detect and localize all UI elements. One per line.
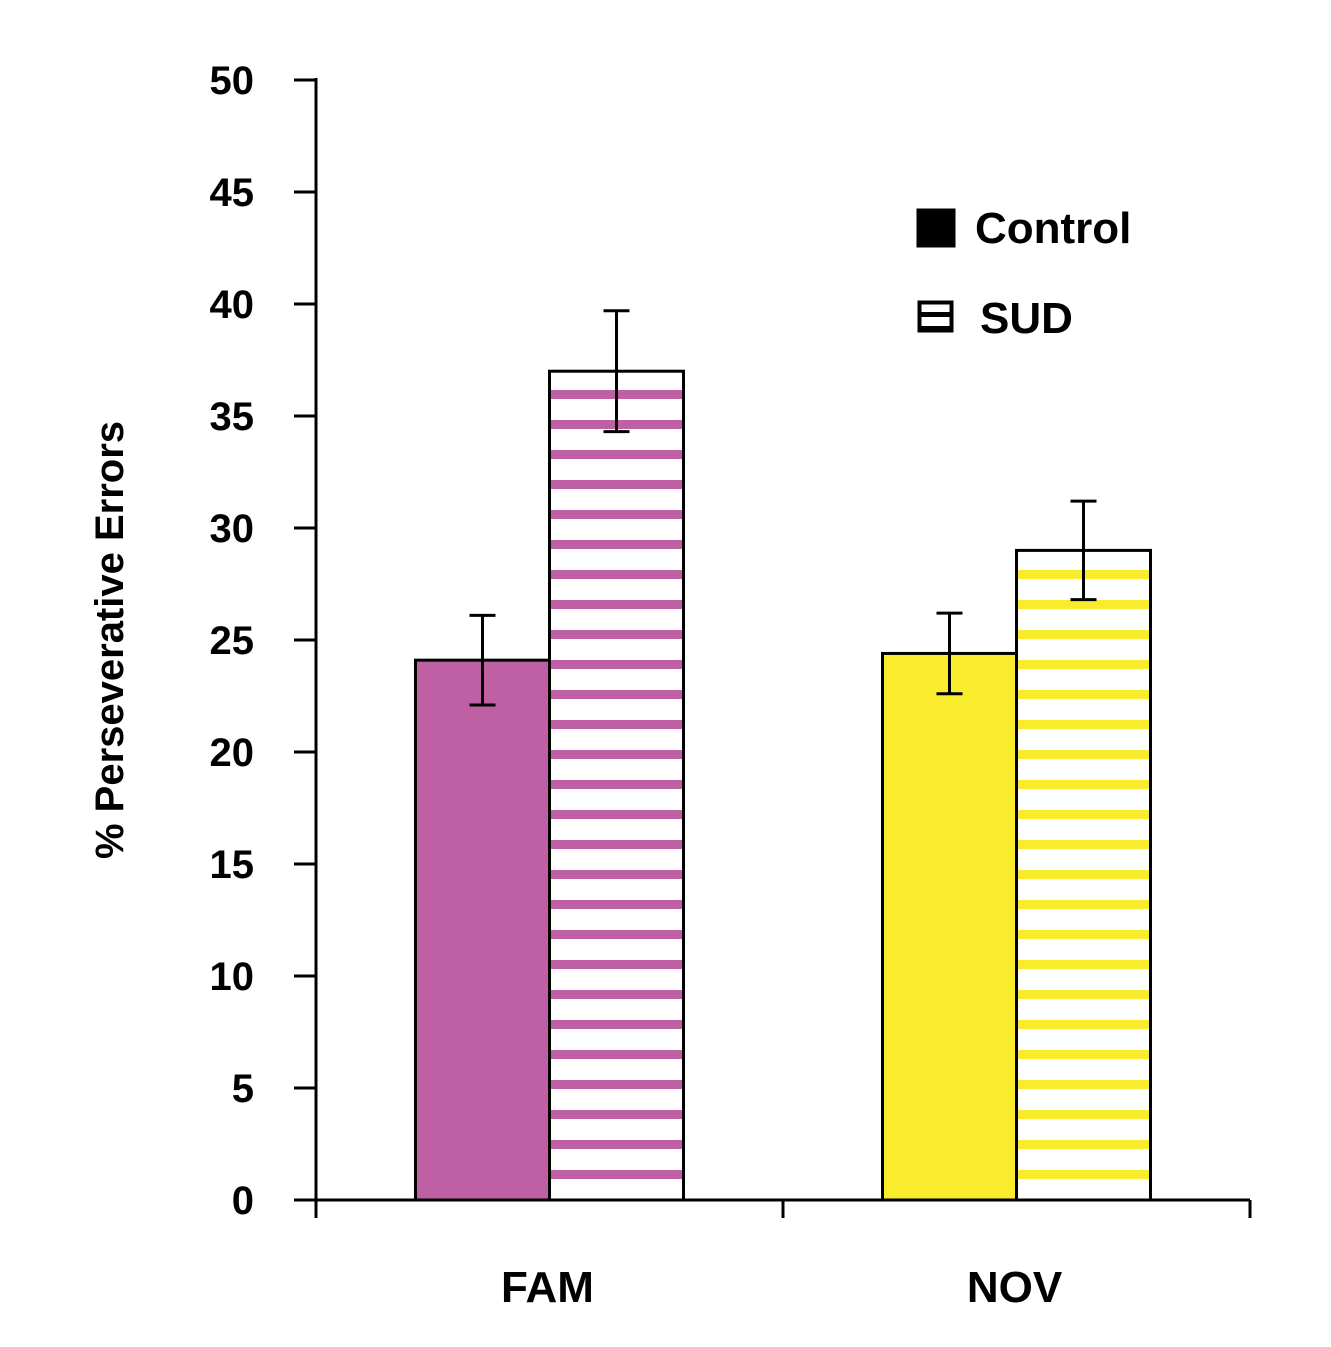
legend-swatch-control: [916, 208, 956, 248]
y-tick-label-30: 30: [210, 507, 255, 551]
error-bars-layer: [469, 309, 1097, 707]
y-tick-label-0: 0: [232, 1179, 254, 1223]
y-axis-title: % Perseverative Errors: [88, 421, 132, 859]
axes-layer: FAM NOV 0 5 10 15 20 25 30 35 40 45 50: [210, 59, 1252, 1312]
error-bar-nov-sud: [1070, 499, 1097, 602]
y-tick-label-45: 45: [210, 171, 255, 215]
error-bar-fam-control: [469, 613, 496, 707]
y-tick-label-40: 40: [210, 283, 255, 327]
legend: Control SUD: [916, 204, 1131, 343]
y-tick-label-20: 20: [210, 731, 255, 775]
y-tick-label-50: 50: [210, 59, 255, 103]
y-tick-label-10: 10: [210, 955, 255, 999]
x-tick-label-fam: FAM: [501, 1263, 594, 1312]
bar-nov-control: [881, 651, 1018, 1202]
error-bar-nov-control: [936, 611, 963, 696]
y-tick-label-15: 15: [210, 843, 255, 887]
bars-layer: [414, 369, 1152, 1202]
bar-fam-sud: [548, 369, 685, 1202]
bar-fam-control: [414, 658, 551, 1202]
x-tick-label-nov: NOV: [967, 1263, 1063, 1312]
y-tick-label-25: 25: [210, 619, 255, 663]
bar-nov-sud: [1015, 548, 1152, 1202]
legend-label-control: Control: [975, 204, 1131, 253]
y-tick-label-35: 35: [210, 395, 255, 439]
legend-label-sud: SUD: [980, 294, 1073, 343]
legend-swatch-sud: [917, 300, 954, 333]
error-bar-fam-sud: [603, 309, 630, 434]
y-tick-label-5: 5: [232, 1067, 254, 1111]
